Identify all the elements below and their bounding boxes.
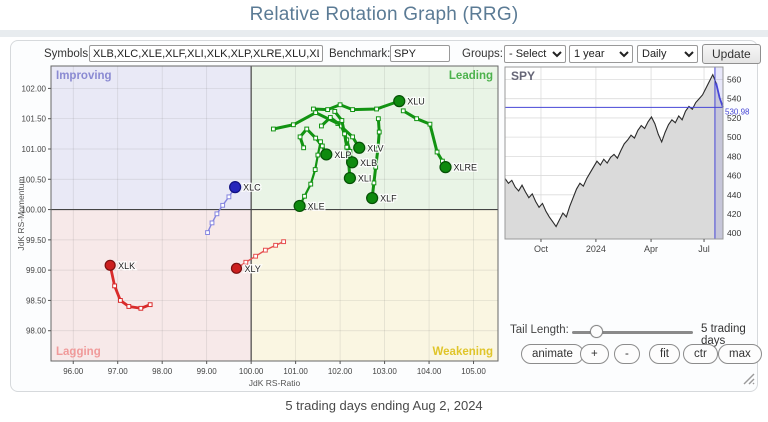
svg-text:Jul: Jul	[698, 244, 710, 254]
period-select[interactable]: 1 year	[569, 45, 633, 63]
svg-text:105.00: 105.00	[461, 367, 486, 376]
max-button[interactable]: max	[718, 344, 762, 364]
series-label-XLY: XLY	[244, 264, 260, 274]
svg-text:100.00: 100.00	[239, 367, 264, 376]
series-head-XLB[interactable]	[346, 156, 359, 169]
quadrant-label-improving: Improving	[56, 70, 112, 82]
quadrant-lagging	[51, 209, 252, 361]
series-label-XLI: XLI	[358, 174, 372, 184]
quadrant-label-leading: Leading	[449, 70, 493, 82]
series-head-XLI[interactable]	[343, 171, 356, 185]
series-label-XLB: XLB	[360, 158, 377, 168]
quadrant-weakening	[251, 209, 498, 361]
series-label-XLK: XLK	[118, 261, 135, 271]
series-head-XLU[interactable]	[393, 95, 406, 108]
ctr-button[interactable]: ctr	[683, 344, 718, 364]
update-button[interactable]: Update	[702, 44, 761, 64]
svg-text:101.50: 101.50	[22, 115, 47, 124]
svg-text:Oct: Oct	[534, 244, 549, 254]
benchmark-input[interactable]	[390, 45, 450, 62]
svg-text:500: 500	[727, 132, 741, 142]
svg-text:103.00: 103.00	[372, 367, 397, 376]
svg-text:98.50: 98.50	[26, 296, 47, 305]
spy-price-line	[504, 73, 724, 228]
spy-last-price-label: 530.98	[725, 107, 750, 116]
svg-text:102.00: 102.00	[22, 84, 47, 93]
svg-text:400: 400	[727, 228, 741, 238]
tail-length-slider-thumb[interactable]	[590, 325, 603, 338]
footer-caption: 5 trading days ending Aug 2, 2024	[285, 398, 483, 413]
svg-text:99.00: 99.00	[26, 266, 47, 275]
tail-length-label: Tail Length:	[510, 324, 569, 336]
series-head-XLK[interactable]	[104, 259, 116, 271]
svg-text:97.00: 97.00	[108, 367, 129, 376]
zoom-out-button[interactable]: -	[614, 344, 640, 364]
svg-text:2024: 2024	[586, 244, 606, 254]
groups-select[interactable]: - Select -	[504, 45, 566, 63]
svg-text:420: 420	[727, 209, 741, 219]
series-head-XLC[interactable]	[229, 181, 242, 194]
series-head-XLP[interactable]	[320, 148, 333, 161]
svg-text:460: 460	[727, 171, 741, 181]
svg-text:99.50: 99.50	[26, 236, 47, 245]
svg-text:520: 520	[727, 113, 741, 123]
svg-text:100.50: 100.50	[22, 175, 47, 184]
svg-text:99.00: 99.00	[197, 367, 218, 376]
animate-button[interactable]: animate	[521, 344, 584, 364]
groups-label: Groups:	[462, 48, 503, 60]
quadrant-label-lagging: Lagging	[56, 346, 101, 358]
symbols-input[interactable]	[89, 45, 323, 62]
header-divider-band	[0, 30, 768, 37]
svg-text:540: 540	[727, 94, 741, 104]
svg-text:98.00: 98.00	[26, 327, 47, 336]
svg-text:560: 560	[727, 74, 741, 84]
svg-text:480: 480	[727, 151, 741, 161]
svg-text:102.00: 102.00	[328, 367, 353, 376]
tail-length-control: Tail Length: 5 trading days	[11, 321, 759, 347]
rrg-chart[interactable]: Improving Leading Lagging Weakening 96.00 97.…	[15, 63, 505, 393]
series-label-XLU: XLU	[407, 97, 425, 107]
series-head-XLF[interactable]	[366, 191, 379, 205]
svg-text:96.00: 96.00	[63, 367, 84, 376]
svg-text:98.00: 98.00	[152, 367, 173, 376]
spy-area	[505, 74, 723, 239]
app-header: Relative Rotation Graph (RRG)	[0, 0, 768, 30]
chart-buttons: animate + - fit ctr max	[11, 344, 762, 368]
frequency-select[interactable]: Daily	[637, 45, 698, 63]
series-label-XLC: XLC	[243, 183, 261, 193]
zoom-in-button[interactable]: +	[580, 344, 609, 364]
symbols-label: Symbols:	[44, 48, 92, 60]
quadrant-improving	[51, 66, 252, 210]
main-panel: Symbols: Benchmark: Groups: - Select - 1…	[10, 40, 762, 393]
toolbar: Symbols: Benchmark: Groups: - Select - 1…	[11, 44, 761, 64]
rrg-y-axis-title: JdK RS-Momentum	[16, 176, 26, 250]
series-head-XLE[interactable]	[293, 199, 306, 213]
spy-benchmark-chart[interactable]: 530.98 400 420 440 460 480 500 520 540 560 Oct 2024…	[503, 63, 757, 259]
svg-text:100.00: 100.00	[22, 206, 47, 215]
svg-text:440: 440	[727, 190, 741, 200]
series-head-XLRE[interactable]	[439, 161, 452, 174]
page-title: Relative Rotation Graph (RRG)	[249, 4, 519, 25]
tail-length-slider[interactable]	[572, 325, 693, 338]
series-head-XLV[interactable]	[353, 141, 366, 154]
series-label-XLE: XLE	[308, 201, 325, 211]
resize-handle-icon[interactable]	[741, 371, 755, 385]
series-label-XLV: XLV	[367, 143, 383, 153]
svg-text:101.00: 101.00	[283, 367, 308, 376]
svg-text:104.00: 104.00	[417, 367, 442, 376]
quadrant-label-weakening: Weakening	[433, 346, 494, 358]
rrg-x-axis-title: JdK RS-Ratio	[249, 378, 301, 388]
svg-text:Apr: Apr	[644, 244, 658, 254]
series-label-XLF: XLF	[380, 194, 397, 204]
spy-highlight-band	[714, 67, 723, 239]
benchmark-label: Benchmark:	[329, 48, 391, 60]
series-label-XLP: XLP	[334, 150, 351, 160]
series-head-XLY[interactable]	[230, 262, 243, 274]
svg-text:101.00: 101.00	[22, 145, 47, 154]
spy-chart-title: SPY	[511, 69, 535, 83]
series-label-XLRE: XLRE	[454, 163, 478, 173]
fit-button[interactable]: fit	[649, 344, 680, 364]
